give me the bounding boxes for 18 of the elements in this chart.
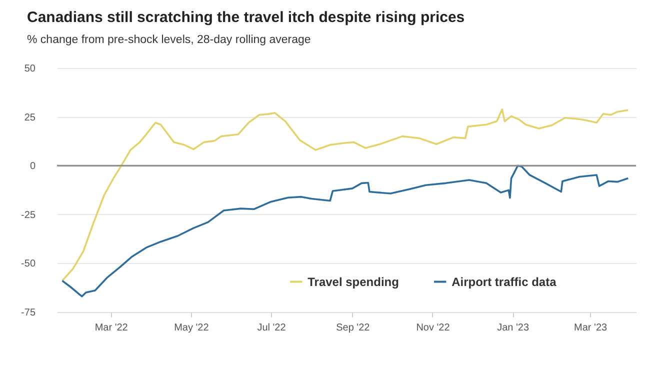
x-tick-label: Mar '22: [94, 322, 128, 334]
y-tick-label: -25: [21, 210, 36, 221]
legend-label: Airport traffic data: [452, 274, 557, 289]
y-tick-label: 25: [24, 112, 36, 124]
chart-title: Canadians still scratching the travel itch despite rising prices: [27, 9, 465, 26]
x-tick-label: Mar '23: [574, 322, 608, 334]
x-tick-label: Jul '22: [257, 322, 286, 334]
legend-label: Travel spending: [308, 274, 399, 289]
y-tick-label: -50: [21, 258, 36, 270]
y-tick-label: 0: [30, 161, 36, 172]
x-tick-label: May '22: [174, 322, 210, 334]
x-tick-label: Nov '22: [416, 322, 450, 334]
y-tick-label: -75: [21, 308, 36, 318]
x-tick-label: Sep '22: [336, 322, 370, 334]
y-tick-label: 50: [24, 64, 36, 74]
chart-subtitle: % change from pre-shock levels, 28-day rolling average: [27, 34, 311, 46]
x-tick-label: Jan '23: [497, 322, 530, 334]
line-series: [61, 164, 630, 298]
